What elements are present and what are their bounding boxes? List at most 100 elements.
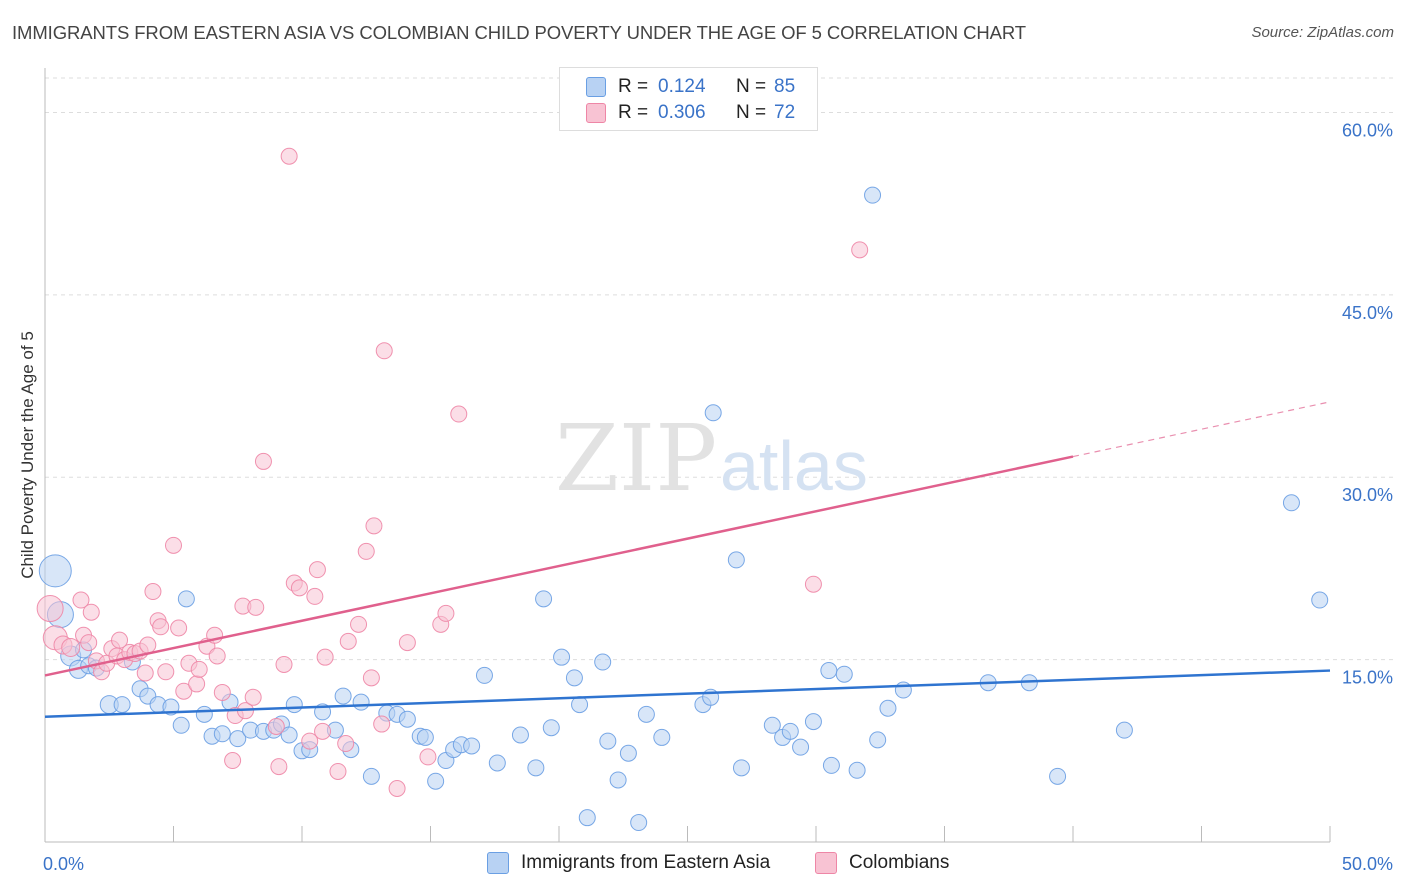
y-tick-label: 45.0%: [1342, 303, 1393, 323]
tick-labels: 15.0% 30.0% 45.0% 60.0% 0.0% 50.0%: [43, 120, 1393, 874]
axes: [44, 68, 1331, 843]
point-eastern-asia: [609, 771, 627, 789]
point-eastern-asia: [599, 732, 617, 750]
legend-row-colombians: R = 0.306 N = 72: [586, 101, 795, 125]
point-colombians: [244, 688, 262, 706]
series-legend: Immigrants from Eastern Asia Colombians: [0, 852, 1406, 878]
watermark-zip: ZIP: [555, 405, 717, 512]
legend-swatch-blue: [487, 852, 509, 874]
point-colombians: [36, 595, 64, 623]
legend-n-value: 72: [774, 102, 796, 123]
point-colombians: [152, 618, 170, 636]
point-eastern-asia: [535, 590, 553, 608]
point-colombians: [170, 619, 188, 637]
legend-item-colombians[interactable]: Colombians: [815, 852, 949, 874]
point-colombians: [329, 762, 347, 780]
point-colombians: [72, 591, 90, 609]
point-eastern-asia: [630, 814, 648, 832]
point-eastern-asia: [334, 687, 352, 705]
legend-row-eastern-asia: R = 0.124 N = 85: [586, 75, 795, 99]
point-eastern-asia: [835, 665, 853, 683]
point-eastern-asia: [732, 759, 750, 777]
point-eastern-asia: [1115, 721, 1133, 739]
point-colombians: [190, 660, 208, 678]
point-eastern-asia: [781, 722, 799, 740]
point-eastern-asia: [172, 716, 190, 734]
point-colombians: [270, 758, 288, 776]
legend-label-eastern-asia: Immigrants from Eastern Asia: [521, 852, 771, 873]
point-eastern-asia: [280, 726, 298, 744]
legend-n-value: 85: [774, 76, 796, 97]
point-colombians: [82, 603, 100, 621]
point-eastern-asia: [619, 744, 637, 762]
point-eastern-asia: [213, 725, 231, 743]
point-colombians: [280, 147, 298, 165]
point-colombians: [139, 636, 157, 654]
point-eastern-asia: [427, 772, 445, 790]
point-eastern-asia: [869, 731, 887, 749]
point-colombians: [851, 241, 869, 259]
point-colombians: [247, 598, 265, 616]
legend-r-value: 0.306: [658, 102, 706, 123]
point-colombians: [373, 715, 391, 733]
point-colombians: [144, 583, 162, 601]
point-colombians: [437, 604, 455, 622]
point-colombians: [339, 632, 357, 650]
point-eastern-asia: [594, 653, 612, 671]
point-colombians: [357, 542, 375, 560]
point-eastern-asia: [1282, 494, 1300, 512]
point-eastern-asia: [894, 681, 912, 699]
point-colombians: [804, 575, 822, 593]
point-eastern-asia: [1049, 767, 1067, 785]
point-colombians: [61, 637, 81, 657]
point-colombians: [350, 615, 368, 633]
point-eastern-asia: [792, 738, 810, 756]
point-colombians: [165, 536, 182, 554]
point-eastern-asia: [177, 590, 195, 608]
point-colombians: [316, 648, 334, 666]
point-eastern-asia: [848, 761, 866, 779]
watermark: ZIP atlas: [555, 405, 868, 512]
point-colombians: [136, 664, 154, 682]
legend-n-label: N =: [736, 76, 767, 97]
point-colombians: [388, 780, 406, 798]
trend-lines: [44, 401, 1331, 719]
point-colombians: [224, 752, 242, 770]
y-tick-label: 15.0%: [1342, 668, 1393, 688]
point-eastern-asia: [229, 730, 247, 748]
trend-line-colombians-extension: [1072, 401, 1331, 458]
point-colombians: [362, 669, 380, 687]
point-colombians: [213, 683, 231, 701]
point-eastern-asia: [879, 699, 897, 717]
point-colombians: [375, 342, 393, 360]
point-colombians: [308, 561, 326, 579]
point-eastern-asia: [727, 551, 745, 569]
point-eastern-asia: [398, 710, 416, 728]
point-colombians: [450, 405, 468, 423]
point-eastern-asia: [362, 767, 380, 785]
point-eastern-asia: [1311, 591, 1329, 609]
grid-lines: [45, 77, 1393, 661]
watermark-atlas: atlas: [720, 427, 868, 505]
point-eastern-asia: [463, 737, 481, 755]
point-eastern-asia: [352, 693, 370, 711]
point-eastern-asia: [704, 404, 722, 422]
point-colombians: [275, 655, 293, 673]
point-eastern-asia: [488, 754, 506, 772]
point-eastern-asia: [571, 696, 589, 714]
legend-r-label: R =: [618, 76, 649, 97]
legend-item-eastern-asia[interactable]: Immigrants from Eastern Asia: [487, 852, 770, 874]
source-label: Source: ZipAtlas.com: [1251, 24, 1394, 41]
point-colombians: [80, 634, 98, 652]
point-eastern-asia: [475, 666, 493, 684]
point-colombians: [175, 682, 193, 700]
point-colombians: [157, 663, 175, 681]
point-eastern-asia: [38, 554, 72, 588]
point-colombians: [208, 647, 226, 665]
trend-line-eastern-asia: [44, 669, 1331, 719]
legend-n-label: N =: [736, 102, 767, 123]
y-tick-label: 30.0%: [1342, 485, 1393, 505]
legend-r-value: 0.124: [658, 76, 706, 97]
legend-r-label: R =: [618, 102, 649, 123]
